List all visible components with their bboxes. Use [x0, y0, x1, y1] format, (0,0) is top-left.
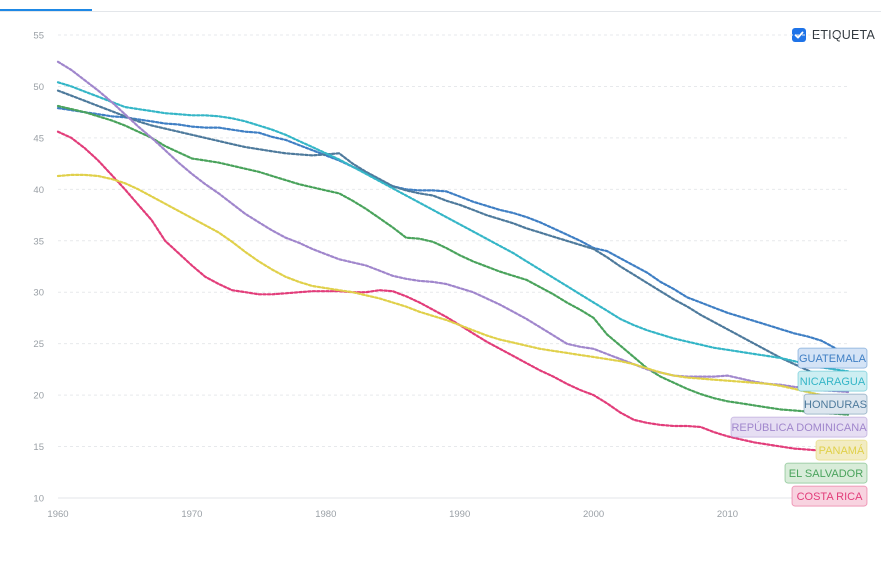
y-axis-ticks: 10 15 20 25 30 35 40 45 50 55: [33, 31, 44, 505]
series-line-panam-[interactable]: [56, 173, 850, 402]
y-tick-label: 15: [33, 442, 44, 453]
series-line-honduras[interactable]: [56, 89, 850, 388]
svg-text:GUATEMALA: GUATEMALA: [799, 353, 867, 365]
series-label-guatemala: GUATEMALA: [797, 347, 868, 369]
label-toggle-text: ETIQUETA: [811, 28, 875, 42]
svg-text:REPÚBLICA DOMINICANA: REPÚBLICA DOMINICANA: [731, 421, 867, 434]
series-line-guatemala[interactable]: [56, 106, 850, 360]
series-label-nicaragua: NICARAGUA: [797, 370, 868, 392]
active-tab-indicator: [0, 9, 92, 12]
x-tick-label: 1980: [315, 509, 336, 520]
series-label-costa-rica: COSTA RICA: [791, 485, 868, 507]
y-tick-label: 20: [33, 391, 44, 402]
y-tick-label: 40: [33, 185, 44, 196]
header-divider: [0, 11, 881, 12]
y-tick-label: 45: [33, 133, 44, 144]
y-tick-label: 25: [33, 339, 44, 350]
series-label-el-salvador: EL SALVADOR: [784, 462, 868, 484]
svg-text:EL SALVADOR: EL SALVADOR: [789, 468, 863, 480]
svg-text:COSTA RICA: COSTA RICA: [797, 491, 863, 503]
y-tick-label: 30: [33, 288, 44, 299]
series-line-rep-blica-dominicana[interactable]: [56, 60, 850, 394]
svg-text:NICARAGUA: NICARAGUA: [800, 376, 866, 388]
y-tick-label: 50: [33, 82, 44, 93]
y-tick-label: 35: [33, 236, 44, 247]
chart-gridlines: [58, 34, 848, 499]
y-tick-label: 10: [33, 494, 44, 505]
x-tick-label: 1970: [181, 509, 202, 520]
x-axis-ticks: 1960 1970 1980 1990 2000 2010: [47, 509, 738, 520]
x-tick-label: 2010: [717, 509, 738, 520]
series-line-el-salvador[interactable]: [56, 104, 850, 416]
y-tick-label: 55: [33, 31, 44, 42]
x-tick-label: 1990: [449, 509, 470, 520]
svg-text:PANAMÁ: PANAMÁ: [819, 444, 865, 457]
series-label-honduras: HONDURAS: [803, 393, 868, 415]
series-line-nicaragua[interactable]: [56, 81, 850, 373]
chart-series: [56, 60, 850, 454]
series-label-panam-: PANAMÁ: [815, 439, 868, 461]
series-label-rep-blica-dominicana: REPÚBLICA DOMINICANA: [730, 416, 868, 438]
series-line-costa-rica[interactable]: [56, 130, 850, 454]
x-tick-label: 1960: [47, 509, 68, 520]
x-tick-label: 2000: [583, 509, 604, 520]
svg-text:HONDURAS: HONDURAS: [804, 399, 867, 411]
series-end-labels: GUATEMALA NICARAGUA HONDURAS REPÚBLICA DOMI…: [730, 347, 868, 507]
